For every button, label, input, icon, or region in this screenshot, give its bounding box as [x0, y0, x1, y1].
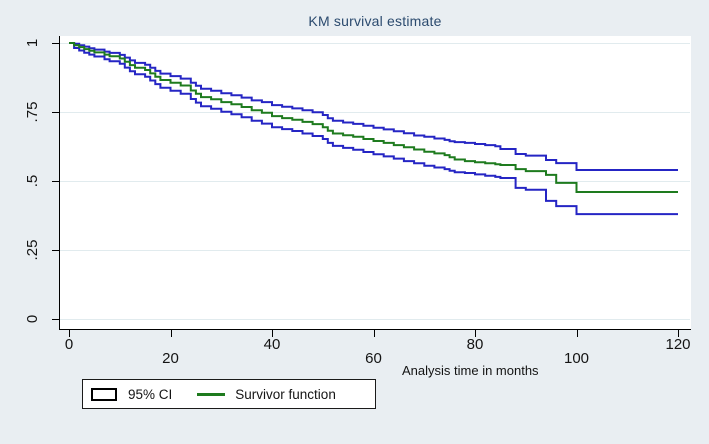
x-tick-label: 100 — [563, 350, 590, 367]
y-tick-label: 1 — [24, 38, 41, 48]
legend-label-ci: 95% CI — [128, 386, 173, 402]
y-tick-mark — [52, 250, 59, 251]
y-gridline — [60, 112, 690, 113]
y-tick-label: 0 — [24, 314, 41, 324]
y-tick-mark — [52, 43, 59, 44]
x-tick-label: 0 — [64, 336, 74, 353]
x-tick-mark — [373, 330, 375, 337]
y-tick-mark — [52, 319, 59, 320]
y-tick-label: .5 — [24, 174, 41, 188]
chart-title: KM survival estimate — [308, 13, 442, 29]
x-tick-label: 80 — [466, 336, 484, 353]
y-tick-mark — [52, 181, 59, 182]
x-tick-mark — [475, 330, 476, 337]
legend: 95% CI Survivor function — [82, 379, 376, 409]
y-tick-label: .25 — [24, 239, 41, 261]
x-tick-mark — [170, 330, 172, 337]
x-tick-label: 40 — [263, 336, 281, 353]
y-tick-label: .75 — [24, 101, 41, 123]
legend-label-survivor: Survivor function — [235, 386, 336, 402]
x-tick-label: 120 — [665, 336, 691, 353]
x-tick-label: 20 — [162, 350, 179, 367]
x-tick-mark — [576, 330, 578, 337]
y-gridline — [60, 319, 690, 320]
x-tick-label: 60 — [365, 350, 382, 367]
x-tick-mark — [272, 330, 273, 337]
ci-band-swatch-icon — [91, 387, 117, 401]
y-gridline — [60, 181, 690, 182]
y-tick-mark — [52, 112, 59, 113]
x-tick-mark — [678, 330, 679, 337]
x-axis-title: Analysis time in months — [402, 363, 539, 378]
plot-area — [59, 36, 691, 330]
y-gridline — [60, 43, 690, 44]
x-tick-mark — [69, 330, 70, 337]
survivor-line-swatch-icon — [197, 392, 226, 396]
y-gridline — [60, 250, 690, 251]
